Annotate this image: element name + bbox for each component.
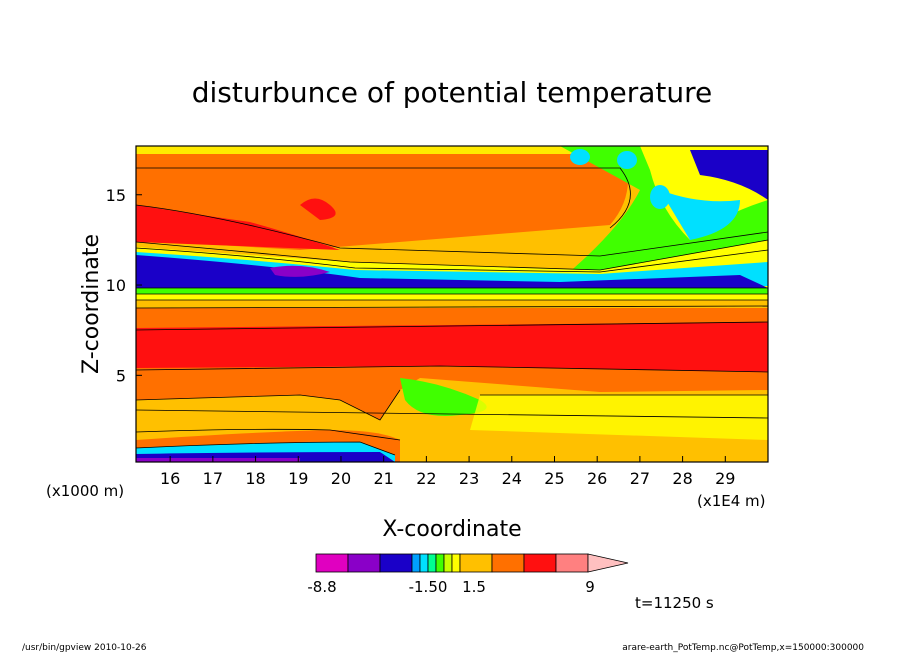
colorbar-label: -1.50 [409,578,448,596]
chart-title: disturbunce of potential temperature [192,76,713,109]
colorbar-swatch [459,553,493,573]
region-green-patch [400,378,487,416]
region-top-red [136,205,340,250]
y-axis-label: Z-coordinate [79,234,104,374]
colorbar [315,553,629,573]
region-mid-red [136,322,768,372]
colorbar-swatch [411,553,421,573]
x-axis-label: X-coordinate [382,517,521,542]
colorbar-swatch [419,553,429,573]
colorbar-swatch [315,553,349,573]
x-axis: 16 17 18 19 20 21 22 23 24 25 26 27 28 29 [160,456,735,488]
x-tick-label: 22 [416,469,436,488]
colorbar-arrow [587,553,629,573]
x-tick-label: 28 [672,469,692,488]
x-tick-label: 23 [459,469,479,488]
colorbar-swatch [523,553,557,573]
colorbar-label: 9 [585,578,595,596]
colorbar-labels: -8.8 -1.50 1.5 9 [307,578,594,596]
x-tick-label: 24 [502,469,522,488]
colorbar-label: 1.5 [462,578,486,596]
x-unit-right: (x1E4 m) [697,492,766,510]
x-tick-label: 17 [203,469,223,488]
y-tick-label: 10 [106,276,126,295]
footer-left: /usr/bin/gpview 2010-10-26 [22,643,147,653]
x-tick-label: 27 [630,469,650,488]
region-mid-orange-low [136,366,768,420]
footer-right: arare-earth_PotTemp.nc@PotTemp,x=150000:… [622,643,864,653]
x-tick-label: 29 [715,469,735,488]
colorbar-swatch [555,553,589,573]
x-tick-label: 26 [587,469,607,488]
plot-frame [135,145,769,463]
colorbar-swatch [347,553,381,573]
y-tick-label: 15 [106,186,126,205]
x-tick-label: 16 [160,469,180,488]
region-top-red-spot [300,198,336,220]
x-tick-label: 25 [544,469,564,488]
y-axis: 5 10 15 [106,186,142,385]
colorbar-swatch [491,553,525,573]
x-tick-label: 18 [245,469,265,488]
time-label: t=11250 s [635,594,714,612]
plot-area [136,146,768,462]
y-tick-label: 5 [116,366,126,385]
region-upper-right-blue [690,150,768,200]
colorbar-swatch [379,553,413,573]
colorbar-swatch [451,553,461,573]
x-tick-label: 19 [288,469,308,488]
x-tick-label: 20 [331,469,351,488]
colorbar-swatch [435,553,445,573]
x-tick-label: 21 [373,469,393,488]
region-upper-orange [136,146,628,250]
colorbar-swatch [443,553,453,573]
x-unit-left: (x1000 m) [46,482,124,500]
colorbar-swatch [427,553,437,573]
colorbar-label: -8.8 [307,578,336,596]
